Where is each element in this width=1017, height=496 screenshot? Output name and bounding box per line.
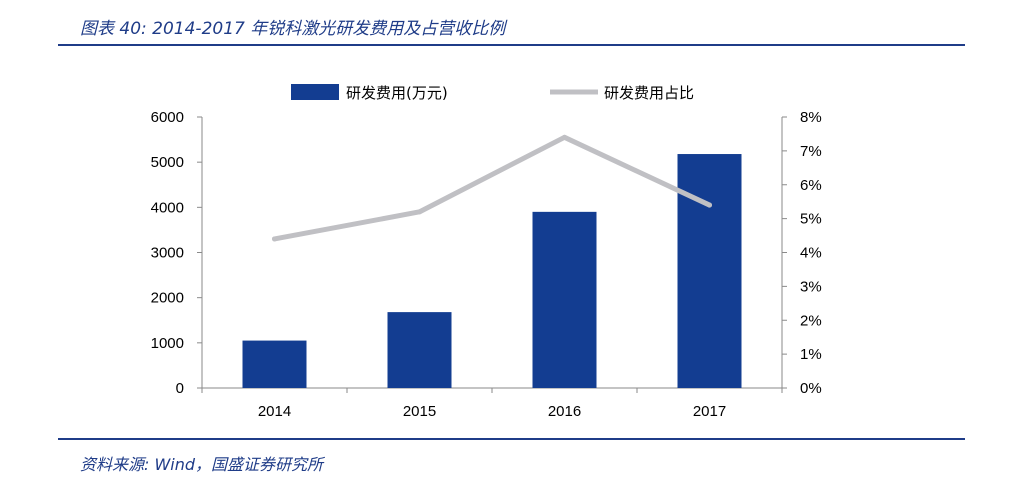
bar-2017: [677, 154, 742, 388]
ratio-point-2016: [562, 134, 567, 140]
right-tick-label: 5%: [800, 211, 822, 228]
right-tick-label: 6%: [800, 177, 822, 194]
ratio-line: [272, 134, 712, 242]
right-tick-label: 3%: [800, 278, 822, 295]
right-axis: 0% 1% 2% 3% 4% 5% 6% 7% 8%: [781, 109, 822, 397]
ratio-point-2017: [707, 202, 712, 208]
x-tick-label: 2016: [548, 403, 581, 420]
right-tick-label: 2%: [800, 312, 822, 329]
legend-bar-swatch: [291, 84, 339, 100]
bar-2016: [532, 211, 597, 388]
right-tick-label: 0%: [800, 380, 822, 397]
legend: 研发费用(万元) 研发费用占比: [291, 84, 694, 102]
x-tick-label: 2017: [693, 403, 726, 420]
bar-series: [242, 154, 742, 388]
right-tick-label: 8%: [800, 109, 822, 126]
legend-bar-label: 研发费用(万元): [346, 84, 448, 102]
line-series: [272, 134, 712, 242]
x-tick-label: 2014: [258, 403, 291, 420]
bar-2014: [242, 340, 307, 388]
bottom-divider: [58, 438, 965, 440]
ratio-point-2015: [417, 209, 422, 215]
x-axis: 2014 2015 2016 2017: [201, 387, 783, 420]
x-tick-label: 2015: [403, 403, 436, 420]
right-tick-label: 4%: [800, 245, 822, 262]
top-divider: [58, 44, 965, 46]
right-tick-label: 1%: [800, 346, 822, 363]
left-tick-label: 6000: [151, 109, 184, 126]
source-note: 资料来源: Wind，国盛证券研究所: [80, 455, 324, 474]
right-tick-label: 7%: [800, 143, 822, 160]
legend-line-label: 研发费用占比: [604, 84, 694, 102]
ratio-point-2014: [272, 236, 277, 242]
left-tick-label: 0: [176, 380, 184, 397]
left-tick-label: 3000: [151, 245, 184, 262]
figure-caption: 图表 40: 2014-2017 年锐科激光研发费用及占营收比例: [80, 19, 506, 39]
left-tick-label: 4000: [151, 199, 184, 216]
bar-2015: [387, 312, 452, 388]
left-tick-label: 5000: [151, 154, 184, 171]
left-tick-label: 2000: [151, 290, 184, 307]
left-tick-label: 1000: [151, 335, 184, 352]
left-axis: 0 1000 2000 3000 4000 5000 6000: [151, 109, 203, 397]
